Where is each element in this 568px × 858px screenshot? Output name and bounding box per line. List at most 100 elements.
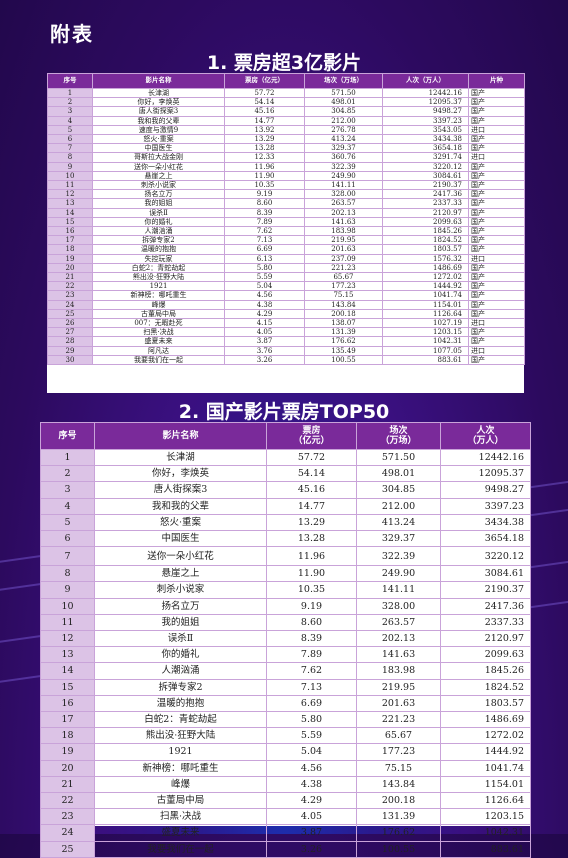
table-row: 6 中国医生 13.28 329.37 3654.18 <box>40 530 531 548</box>
box-office-cell: 6.69 <box>266 694 357 713</box>
screenings-cell: 183.98 <box>304 226 383 237</box>
rank-cell: 18 <box>47 244 93 255</box>
screenings-cell: 65.67 <box>356 727 441 745</box>
screenings-cell: 177.23 <box>356 743 441 761</box>
film-title-cell: 扬名立万 <box>94 597 267 615</box>
table-row: 28 盛夏未来 3.87 176.62 1042.31 国产 <box>47 336 525 347</box>
screenings-cell: 201.63 <box>356 694 441 713</box>
screenings-cell: 304.85 <box>304 106 383 117</box>
header-screenings: 场次（万场） <box>356 422 441 450</box>
table-row: 19 失控玩家 6.13 237.09 1576.32 进口 <box>47 253 525 264</box>
film-title-cell: 唐人街探案3 <box>92 106 225 117</box>
screenings-cell: 141.11 <box>304 180 383 191</box>
screenings-cell: 100.55 <box>304 354 383 366</box>
rank-cell: 12 <box>47 189 93 200</box>
film-title-cell: 拆弹专家2 <box>94 678 267 696</box>
box-office-cell: 7.89 <box>224 216 305 228</box>
rank-cell: 23 <box>47 290 93 301</box>
screenings-cell: 202.13 <box>304 207 383 218</box>
film-title-cell: 新神榜：哪吒重生 <box>92 290 225 301</box>
rank-cell: 9 <box>47 161 93 172</box>
box-office-cell: 45.16 <box>266 481 357 499</box>
film-title-cell: 我和我的父辈 <box>94 497 267 515</box>
admissions-cell: 1845.26 <box>440 662 531 680</box>
film-title-cell: 峰爆 <box>92 299 225 310</box>
screenings-cell: 131.39 <box>304 327 383 338</box>
film-type-cell: 进口 <box>468 345 525 356</box>
table-row: 26 007：无暇赴死 4.15 138.07 1027.19 进口 <box>47 318 525 329</box>
rank-cell: 28 <box>47 336 93 347</box>
box-office-cell: 3.76 <box>224 345 305 356</box>
box-office-cell: 5.59 <box>266 727 357 745</box>
rank-cell: 6 <box>40 530 95 548</box>
film-title-cell: 误杀Ⅱ <box>94 630 267 648</box>
table-row: 3 唐人街探案3 45.16 304.85 9498.27 <box>40 481 531 499</box>
header-box-office: 票房（亿元） <box>266 422 357 450</box>
admissions-cell: 1154.01 <box>382 299 469 310</box>
screenings-cell: 212.00 <box>356 497 441 515</box>
admissions-cell: 3397.23 <box>382 115 469 126</box>
box-office-cell: 8.39 <box>266 630 357 648</box>
film-title-cell: 人潮汹涌 <box>92 226 225 237</box>
film-title-cell: 怒火·重案 <box>94 513 267 532</box>
header-rank: 序号 <box>47 73 93 89</box>
rank-cell: 24 <box>40 824 95 842</box>
admissions-cell: 1041.74 <box>382 290 469 301</box>
table-row: 14 人潮汹涌 7.62 183.98 1845.26 <box>40 662 531 680</box>
admissions-cell: 1444.92 <box>382 281 469 292</box>
screenings-cell: 263.57 <box>304 198 383 209</box>
screenings-cell: 143.84 <box>356 775 441 794</box>
box-office-cell: 4.38 <box>224 299 305 310</box>
film-type-cell: 国产 <box>468 336 525 347</box>
film-title-cell: 怒火·重案 <box>92 134 225 145</box>
admissions-cell: 1272.02 <box>440 727 531 745</box>
table-row: 8 悬崖之上 11.90 249.90 3084.61 <box>40 565 531 583</box>
table-row: 9 刺杀小说家 10.35 141.11 2190.37 <box>40 581 531 599</box>
box-office-cell: 13.28 <box>266 530 357 548</box>
screenings-cell: 498.01 <box>356 465 441 483</box>
rank-cell: 4 <box>40 497 95 515</box>
screenings-cell: 65.67 <box>304 272 383 283</box>
film-title-cell: 我要我们在一起 <box>94 840 267 858</box>
table-row: 24 峰爆 4.38 143.84 1154.01 国产 <box>47 299 525 310</box>
table-row: 14 误杀Ⅱ 8.39 202.13 2120.97 国产 <box>47 207 525 218</box>
rank-cell: 29 <box>47 345 93 356</box>
rank-cell: 25 <box>47 308 93 320</box>
table-row: 2 你好，李焕英 54.14 498.01 12095.37 国产 <box>47 97 525 108</box>
film-type-cell: 国产 <box>468 244 525 255</box>
table-row: 24 盛夏未来 3.87 176.62 1042.31 <box>40 824 531 842</box>
admissions-cell: 3654.18 <box>382 143 469 154</box>
box-office-cell: 7.62 <box>266 662 357 680</box>
admissions-cell: 1824.52 <box>382 235 469 246</box>
admissions-cell: 1027.19 <box>382 318 469 329</box>
rank-cell: 9 <box>40 581 95 599</box>
header-film-type: 片种 <box>468 73 525 89</box>
rank-cell: 1 <box>47 87 93 99</box>
film-title-cell: 哥斯拉大战金刚 <box>92 152 225 163</box>
admissions-cell: 2190.37 <box>382 180 469 191</box>
film-title-cell: 悬崖之上 <box>92 170 225 182</box>
table-row: 27 扫黑·决战 4.05 131.39 1203.15 国产 <box>47 327 525 338</box>
rank-cell: 30 <box>47 354 93 366</box>
table-row: 13 我的姐姐 8.60 263.57 2337.33 国产 <box>47 198 525 209</box>
admissions-cell: 1803.57 <box>440 694 531 713</box>
rank-cell: 15 <box>40 678 95 696</box>
header-film-title: 影片名称 <box>92 73 225 89</box>
rank-cell: 23 <box>40 808 95 826</box>
film-title-cell: 阿凡达 <box>92 345 225 356</box>
film-type-cell: 国产 <box>468 354 525 366</box>
screenings-cell: 328.00 <box>356 597 441 615</box>
box-office-cell: 8.60 <box>266 613 357 632</box>
box-office-over-300m-table: 序号 影片名称 票房（亿元） 场次（万场） 人次（万人） 片种 1 长津湖 57.72 571.… <box>47 73 525 366</box>
film-title-cell: 温暖的抱抱 <box>94 694 267 713</box>
screenings-cell: 571.50 <box>356 448 441 467</box>
table-row: 2 你好，李焕英 54.14 498.01 12095.37 <box>40 465 531 483</box>
table-row: 16 温暖的抱抱 6.69 201.63 1803.57 <box>40 694 531 713</box>
rank-cell: 7 <box>40 546 95 567</box>
header-box-office: 票房（亿元） <box>224 73 305 89</box>
admissions-cell: 1126.64 <box>382 308 469 320</box>
film-title-cell: 中国医生 <box>92 143 225 154</box>
screenings-cell: 219.95 <box>356 678 441 696</box>
film-type-cell: 国产 <box>468 216 525 228</box>
film-type-cell: 国产 <box>468 272 525 283</box>
